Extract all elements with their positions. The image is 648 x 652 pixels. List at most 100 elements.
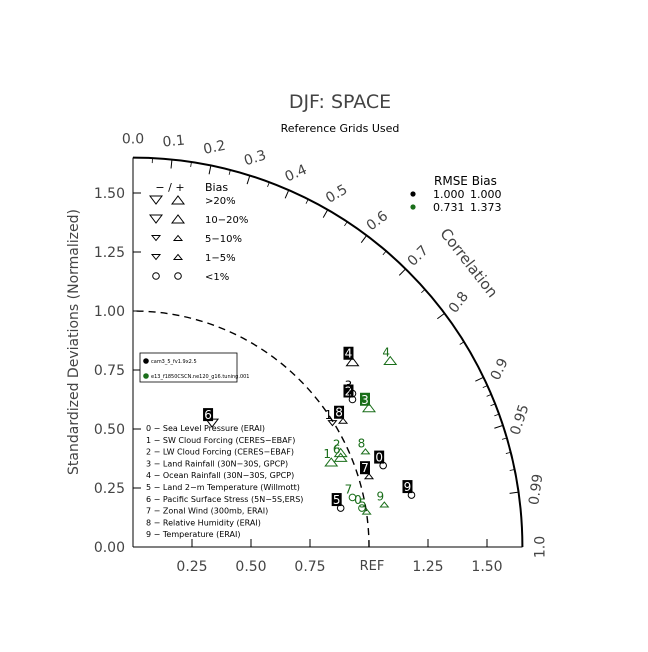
data-point-label: 9 xyxy=(404,480,412,494)
variable-legend-item: 4 − Ocean Rainfall (30N−30S, GPCP) xyxy=(146,471,294,480)
rmse-legend-rmse: 0.731 xyxy=(433,201,465,214)
rmse-legend-bias: 1.373 xyxy=(470,201,502,214)
correlation-minor-tick xyxy=(344,222,347,226)
data-point-label: 5 xyxy=(359,497,367,511)
rmse-legend-dot xyxy=(410,191,415,196)
bias-legend-minus-marker xyxy=(150,215,162,223)
data-point-label: 3 xyxy=(361,393,369,407)
variable-legend-item: 9 − Temperature (ERAI) xyxy=(146,530,240,539)
correlation-tick-label: 0.9 xyxy=(488,356,512,383)
correlation-tick xyxy=(171,160,172,169)
y-tick-label: 0.75 xyxy=(94,363,125,379)
bias-legend-minus-marker xyxy=(152,255,160,260)
y-tick-label: 0.00 xyxy=(94,540,125,556)
bias-legend-plus-marker xyxy=(174,255,182,260)
x-tick-label: 1.25 xyxy=(412,559,443,575)
bias-legend-plus-marker xyxy=(172,196,184,204)
data-point-label: 1 xyxy=(323,447,331,461)
data-point-label: 9 xyxy=(377,490,385,504)
correlation-tick xyxy=(399,269,405,275)
correlation-tick xyxy=(247,176,250,185)
data-point-label: 8 xyxy=(335,406,343,420)
rmse-legend-rmse: 1.000 xyxy=(433,188,465,201)
correlation-tick-label: 0.2 xyxy=(202,138,227,158)
correlation-minor-tick xyxy=(460,342,464,345)
data-point-label: 8 xyxy=(358,436,366,450)
chart-subtitle: Reference Grids Used xyxy=(281,122,400,135)
correlation-tick-label: 0.4 xyxy=(283,162,310,186)
variable-legend-item: 2 − LW Cloud Forcing (CERES−EBAF) xyxy=(146,448,294,457)
correlation-minor-tick xyxy=(483,386,488,388)
correlation-tick-label: 0.8 xyxy=(446,289,472,316)
data-point-label: 6 xyxy=(204,408,212,422)
y-tick-label: 0.50 xyxy=(94,422,125,438)
rmse-legend-header: RMSE Bias xyxy=(434,174,497,188)
data-point-label: 4 xyxy=(382,346,390,360)
x-tick-label: 0.50 xyxy=(235,559,266,575)
variable-legend-item: 5 − Land 2−m Temperature (Willmott) xyxy=(146,483,300,492)
bias-legend-row-label: 5−10% xyxy=(205,234,242,245)
variable-legend-item: 3 − Land Rainfall (30N−30S, GPCP) xyxy=(146,459,288,468)
case-legend-name: e13_f1850CSCN.ne120_g16.tuning.001 xyxy=(151,374,250,380)
bias-legend-plus-marker xyxy=(175,273,182,280)
x-tick-label: 1.50 xyxy=(471,559,502,575)
bias-legend-minus-marker xyxy=(150,196,162,204)
case-legend-dot xyxy=(143,358,149,364)
rmse-legend-dot xyxy=(410,204,415,209)
chart-title: DJF: SPACE xyxy=(289,91,391,113)
data-point-label: 4 xyxy=(345,347,353,361)
bias-legend-row-label: >20% xyxy=(205,196,236,207)
bias-legend-header: Bias xyxy=(205,181,228,194)
x-tick-label: 0.25 xyxy=(176,559,207,575)
y-tick-label: 1.00 xyxy=(94,304,125,320)
correlation-minor-tick xyxy=(306,199,308,203)
data-point-label: 3 xyxy=(345,379,353,393)
correlation-minor-tick xyxy=(421,289,425,292)
correlation-label: Correlation xyxy=(436,225,501,301)
bias-legend-sign-header: − / + xyxy=(155,181,184,194)
bias-legend-row-label: 1−5% xyxy=(205,253,236,264)
correlation-tick-label: 0.7 xyxy=(405,243,432,270)
bias-legend-minus-marker xyxy=(152,236,160,241)
correlation-tick xyxy=(475,377,483,381)
rmse-legend-bias: 1.000 xyxy=(470,188,502,201)
data-point-label: 6 xyxy=(333,442,341,456)
variable-legend-item: 8 − Relative Humidity (ERAI) xyxy=(146,518,261,527)
correlation-tick xyxy=(437,313,444,318)
correlation-tick-label: 0.1 xyxy=(162,133,186,151)
data-point-label: 7 xyxy=(345,482,353,496)
correlation-tick xyxy=(209,165,211,174)
variable-legend-item: 6 − Pacific Surface Stress (5N−5S,ERS) xyxy=(146,495,303,504)
bias-legend-plus-marker xyxy=(172,215,184,223)
bias-legend-row-label: <1% xyxy=(205,272,229,283)
correlation-tick-label: 0.6 xyxy=(364,208,391,234)
correlation-tick xyxy=(285,190,289,198)
correlation-tick-label: 0.0 xyxy=(122,132,144,148)
correlation-minor-tick xyxy=(487,394,492,396)
ref-label: REF xyxy=(360,559,385,574)
bias-legend-plus-marker xyxy=(174,236,182,241)
data-point-label: 1 xyxy=(325,408,333,422)
y-tick-label: 1.25 xyxy=(94,245,125,261)
variable-legend-item: 7 − Zonal Wind (300mb, ERAI) xyxy=(146,507,268,516)
data-point-label: 7 xyxy=(361,461,369,475)
correlation-tick xyxy=(361,235,366,242)
bias-legend-minus-marker xyxy=(153,273,160,280)
correlation-tick-label: 0.99 xyxy=(526,473,546,506)
variable-legend-item: 1 − SW Cloud Forcing (CERES−EBAF) xyxy=(146,436,295,445)
correlation-tick-label: 0.5 xyxy=(323,182,350,207)
variable-legend-item: 0 − Sea Level Pressure (ERAI) xyxy=(146,424,265,433)
correlation-tick xyxy=(510,492,519,493)
correlation-tick xyxy=(323,210,328,218)
data-point-label: 0 xyxy=(375,451,383,465)
y-tick-label: 0.25 xyxy=(94,481,125,497)
correlation-tick-label: 0.95 xyxy=(508,402,533,437)
x-tick-label: 0.75 xyxy=(294,559,325,575)
case-legend-name: cam3_5_fv1.9x2.5 xyxy=(151,359,197,365)
data-point-label: 5 xyxy=(333,493,341,507)
bias-legend-row-label: 10−20% xyxy=(205,215,248,226)
correlation-tick xyxy=(494,425,503,428)
case-legend-dot xyxy=(143,373,149,379)
